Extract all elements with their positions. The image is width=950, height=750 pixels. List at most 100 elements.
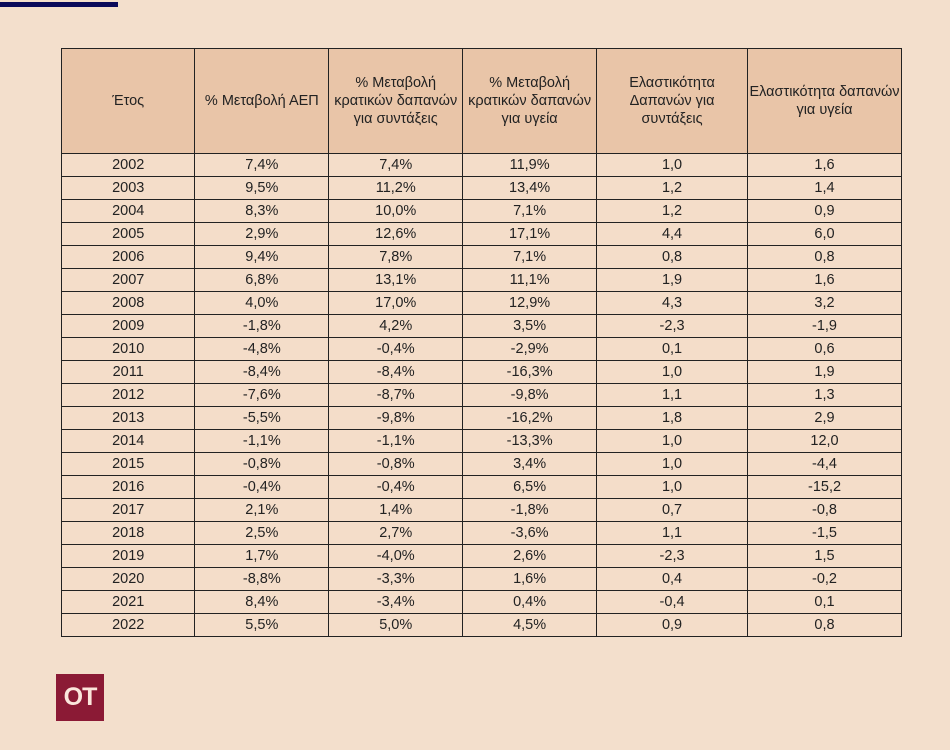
- table-cell: -1,1%: [194, 429, 330, 453]
- table-cell: 17,0%: [328, 291, 464, 315]
- column-header: % Μεταβολή κρατικών δαπανών για υγεία: [462, 48, 598, 154]
- table-cell: 7,4%: [328, 153, 464, 177]
- table-cell: 4,0%: [194, 291, 330, 315]
- table-cell: 2,6%: [462, 544, 598, 568]
- table-cell: -8,4%: [194, 360, 330, 384]
- table-cell: -0,8%: [328, 452, 464, 476]
- table-cell: 1,2: [596, 176, 749, 200]
- table-cell: 5,0%: [328, 613, 464, 637]
- table-cell: 2009: [60, 314, 196, 338]
- column-header: Ελαστικότητα δαπανών για υγεία: [747, 48, 902, 154]
- table-cell: 2017: [60, 498, 196, 522]
- table-row: 2012 -7,6% -8,7% -9,8% 1,1 1,3: [60, 383, 902, 407]
- table-row: 2008 4,0% 17,0% 12,9% 4,3 3,2: [60, 291, 902, 315]
- table-cell: -13,3%: [462, 429, 598, 453]
- table-cell: -4,8%: [194, 337, 330, 361]
- table-cell: 0,8: [747, 245, 902, 269]
- table-cell: -16,3%: [462, 360, 598, 384]
- table-cell: 1,4%: [328, 498, 464, 522]
- table-cell: -1,8%: [462, 498, 598, 522]
- table-cell: 6,5%: [462, 475, 598, 499]
- table-cell: -8,8%: [194, 567, 330, 591]
- column-header: % Μεταβολή κρατικών δαπανών για συντάξει…: [328, 48, 464, 154]
- table-cell: 0,4: [596, 567, 749, 591]
- table-cell: 1,1: [596, 521, 749, 545]
- table-row: 2015 -0,8% -0,8% 3,4% 1,0 -4,4: [60, 452, 902, 476]
- table-cell: 2021: [60, 590, 196, 614]
- table-cell: 0,9: [747, 199, 902, 223]
- table-cell: -9,8%: [462, 383, 598, 407]
- table-cell: 2002: [60, 153, 196, 177]
- table-cell: 2011: [60, 360, 196, 384]
- table-cell: 2015: [60, 452, 196, 476]
- table-cell: 2004: [60, 199, 196, 223]
- table-cell: -9,8%: [328, 406, 464, 430]
- table-cell: -7,6%: [194, 383, 330, 407]
- table-cell: 9,4%: [194, 245, 330, 269]
- table-cell: 0,9: [596, 613, 749, 637]
- table-row: 2019 1,7% -4,0% 2,6% -2,3 1,5: [60, 544, 902, 568]
- table-cell: 2018: [60, 521, 196, 545]
- column-header: % Μεταβολή ΑΕΠ: [194, 48, 330, 154]
- table-cell: -1,1%: [328, 429, 464, 453]
- table-cell: 2,5%: [194, 521, 330, 545]
- table-cell: 2003: [60, 176, 196, 200]
- table-cell: 2,9%: [194, 222, 330, 246]
- table-cell: -0,4: [596, 590, 749, 614]
- table-row: 2020 -8,8% -3,3% 1,6% 0,4 -0,2: [60, 567, 902, 591]
- logo-text: OT: [63, 683, 98, 711]
- table-cell: 1,6: [747, 153, 902, 177]
- table-row: 2014 -1,1% -1,1% -13,3% 1,0 12,0: [60, 429, 902, 453]
- table-cell: 12,9%: [462, 291, 598, 315]
- table-cell: -0,4%: [328, 475, 464, 499]
- table-cell: 1,8: [596, 406, 749, 430]
- table-row: 2006 9,4% 7,8% 7,1% 0,8 0,8: [60, 245, 902, 269]
- table-cell: -3,3%: [328, 567, 464, 591]
- table-cell: -0,4%: [194, 475, 330, 499]
- table-row: 2005 2,9% 12,6% 17,1% 4,4 6,0: [60, 222, 902, 246]
- table-cell: 4,4: [596, 222, 749, 246]
- table-cell: 2022: [60, 613, 196, 637]
- table-row: 2017 2,1% 1,4% -1,8% 0,7 -0,8: [60, 498, 902, 522]
- table-row: 2004 8,3% 10,0% 7,1% 1,2 0,9: [60, 199, 902, 223]
- table-cell: -2,3: [596, 544, 749, 568]
- table-cell: 2006: [60, 245, 196, 269]
- table-row: 2022 5,5% 5,0% 4,5% 0,9 0,8: [60, 613, 902, 637]
- table-cell: 17,1%: [462, 222, 598, 246]
- table-cell: 0,1: [747, 590, 902, 614]
- accent-bar: [0, 2, 118, 7]
- table-cell: 2,9: [747, 406, 902, 430]
- table-cell: 12,0: [747, 429, 902, 453]
- table-cell: 1,0: [596, 153, 749, 177]
- table-row: 2009 -1,8% 4,2% 3,5% -2,3 -1,9: [60, 314, 902, 338]
- table-row: 2007 6,8% 13,1% 11,1% 1,9 1,6: [60, 268, 902, 292]
- table-cell: 6,8%: [194, 268, 330, 292]
- table-cell: 8,3%: [194, 199, 330, 223]
- table-cell: 1,5: [747, 544, 902, 568]
- table-row: 2003 9,5% 11,2% 13,4% 1,2 1,4: [60, 176, 902, 200]
- header-row: Έτος% Μεταβολή ΑΕΠ% Μεταβολή κρατικών δα…: [60, 48, 902, 154]
- table-cell: 10,0%: [328, 199, 464, 223]
- column-header: Έτος: [60, 48, 196, 154]
- table-cell: -8,7%: [328, 383, 464, 407]
- table-cell: -15,2: [747, 475, 902, 499]
- table-cell: -8,4%: [328, 360, 464, 384]
- table-row: 2013 -5,5% -9,8% -16,2% 1,8 2,9: [60, 406, 902, 430]
- table-cell: 0,1: [596, 337, 749, 361]
- data-table: Έτος% Μεταβολή ΑΕΠ% Μεταβολή κρατικών δα…: [60, 48, 902, 637]
- table-cell: 6,0: [747, 222, 902, 246]
- table-cell: 9,5%: [194, 176, 330, 200]
- table-cell: -5,5%: [194, 406, 330, 430]
- table-cell: 7,1%: [462, 199, 598, 223]
- ot-logo: OT: [56, 674, 104, 721]
- table-cell: 11,9%: [462, 153, 598, 177]
- table-cell: 0,6: [747, 337, 902, 361]
- table-row: 2002 7,4% 7,4% 11,9% 1,0 1,6: [60, 153, 902, 177]
- table-cell: 1,4: [747, 176, 902, 200]
- table-cell: 2005: [60, 222, 196, 246]
- table-cell: -1,8%: [194, 314, 330, 338]
- table-cell: 3,4%: [462, 452, 598, 476]
- table-cell: 4,5%: [462, 613, 598, 637]
- table-cell: 2010: [60, 337, 196, 361]
- table-cell: 3,5%: [462, 314, 598, 338]
